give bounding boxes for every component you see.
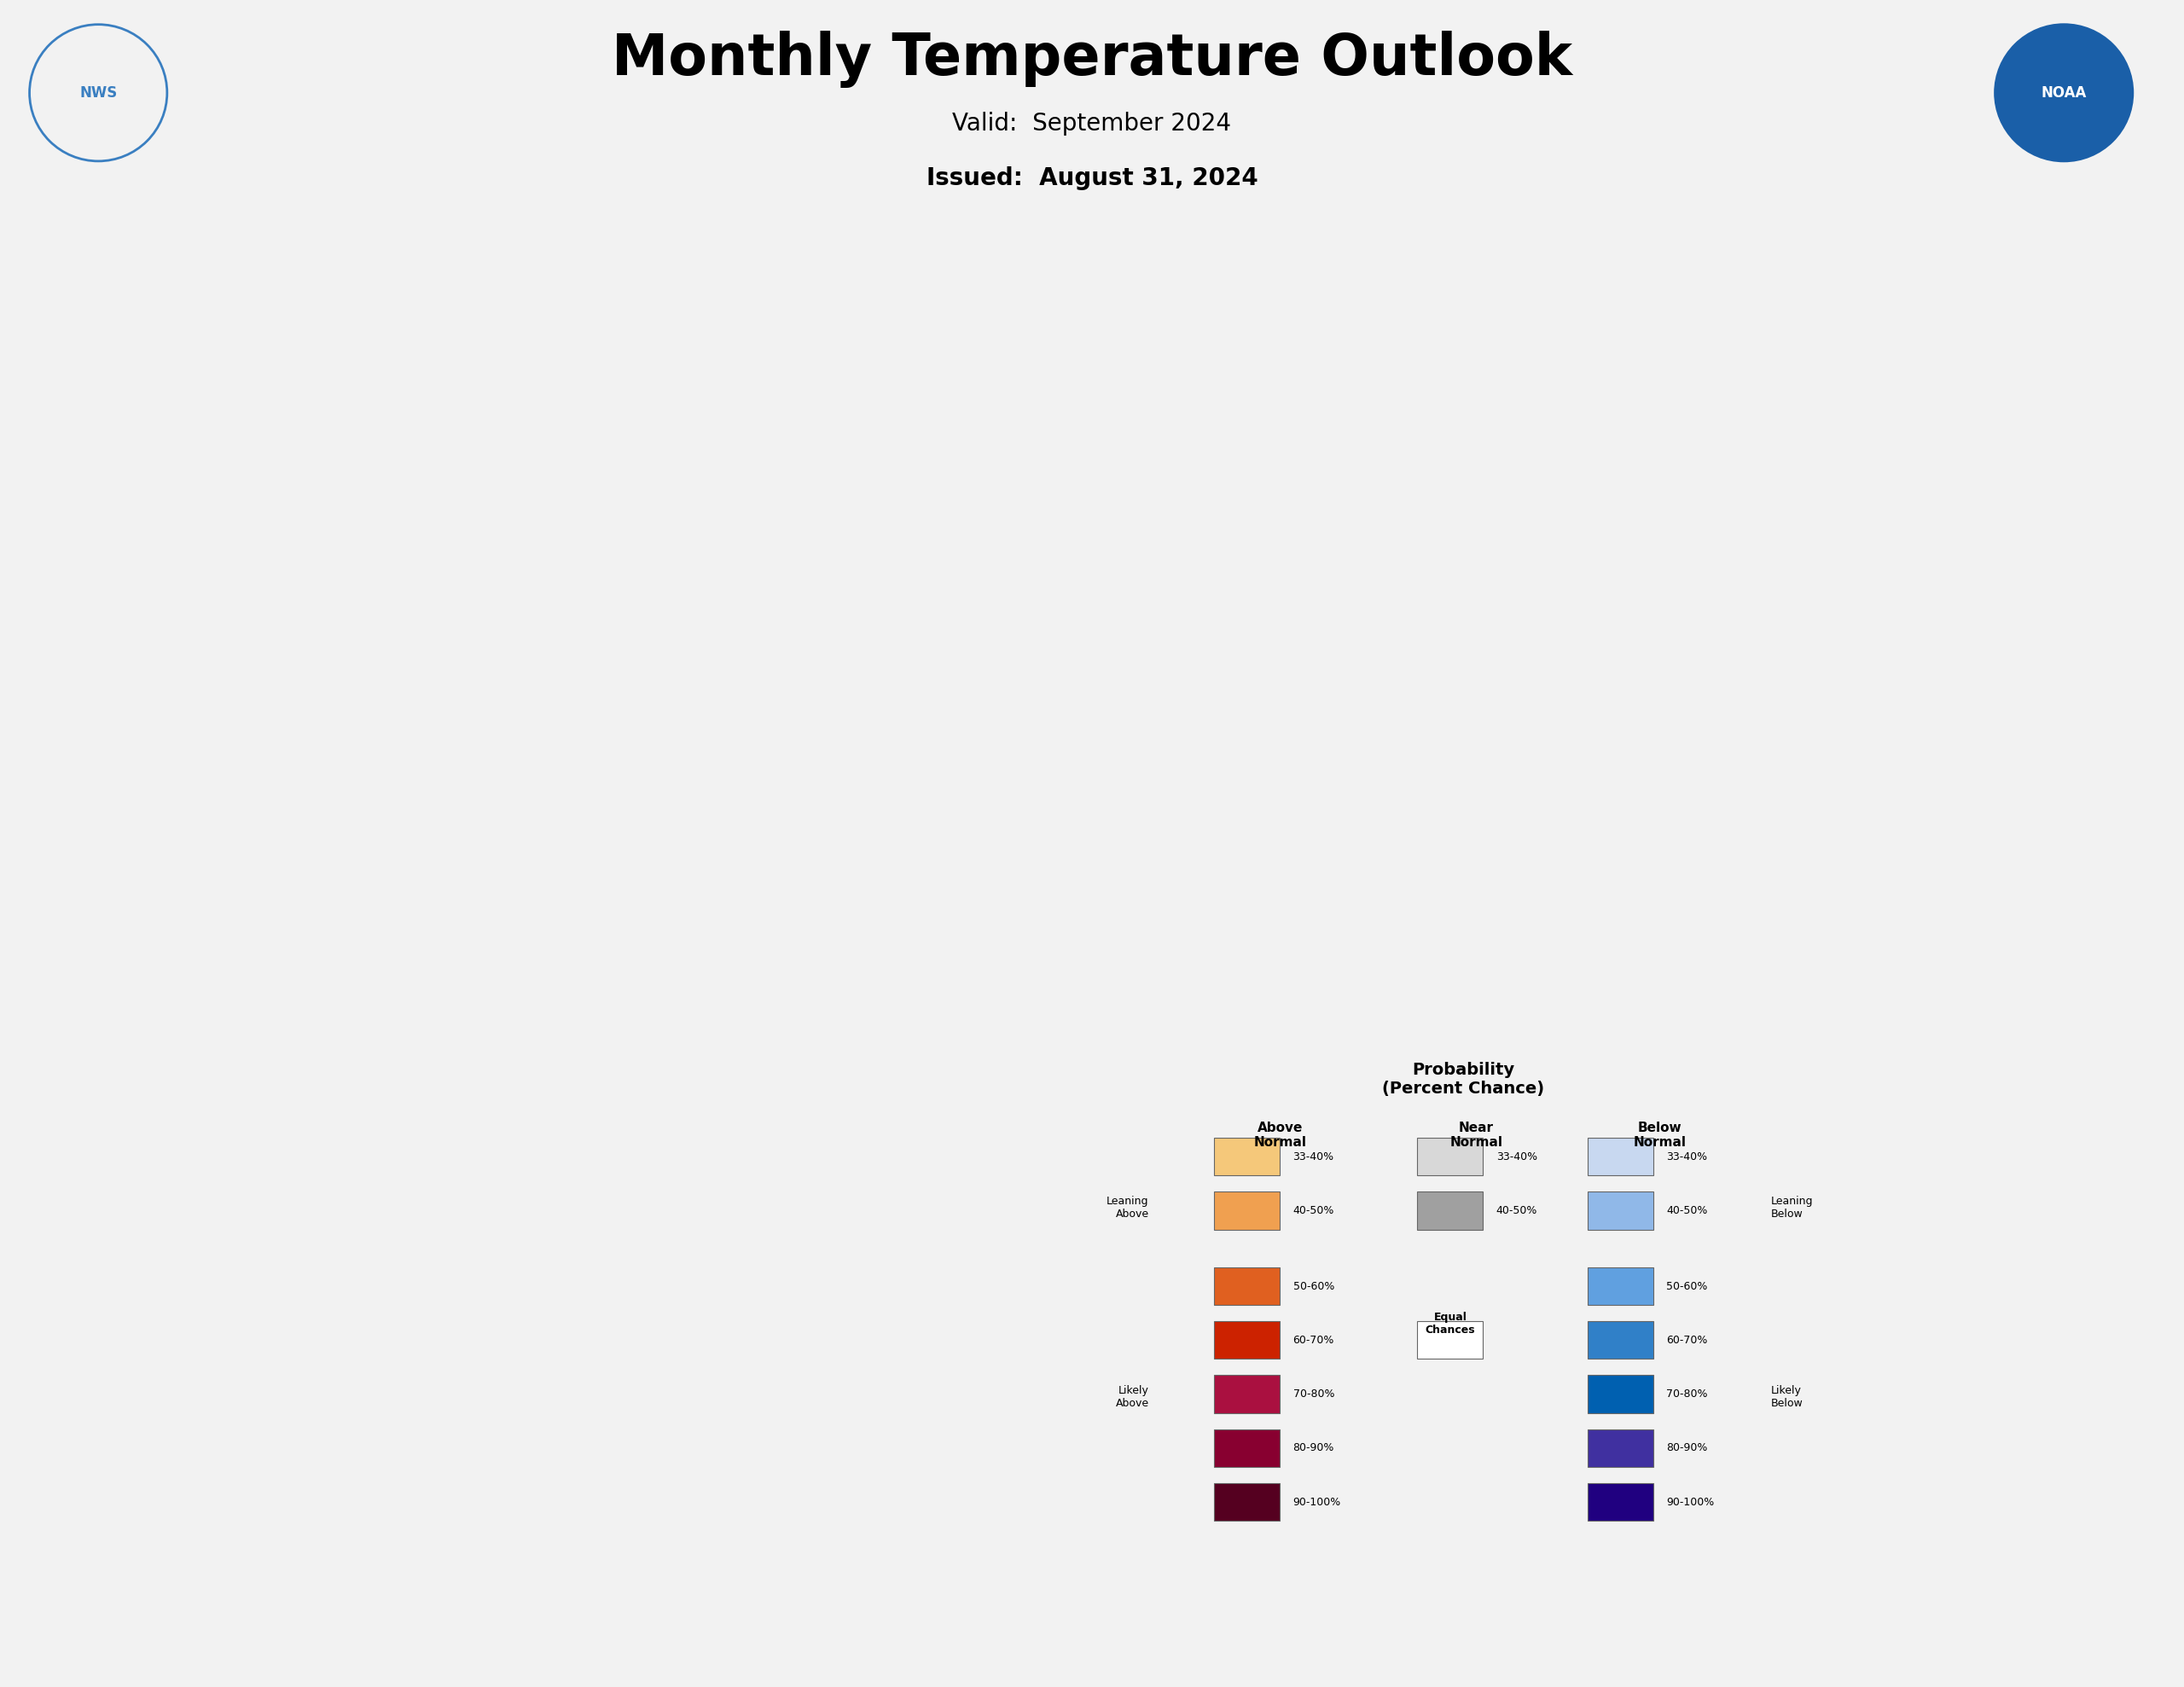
FancyBboxPatch shape (1588, 1191, 1653, 1230)
Text: 40-50%: 40-50% (1666, 1205, 1708, 1216)
FancyBboxPatch shape (1214, 1191, 1280, 1230)
Text: 33-40%: 33-40% (1293, 1151, 1334, 1162)
Text: 50-60%: 50-60% (1293, 1280, 1334, 1292)
Text: Leaning
Below: Leaning Below (1771, 1196, 1813, 1220)
Text: Near
Normal: Near Normal (1450, 1122, 1503, 1149)
Text: Likely
Below: Likely Below (1771, 1385, 1804, 1409)
Text: 60-70%: 60-70% (1666, 1334, 1708, 1346)
Text: 80-90%: 80-90% (1293, 1442, 1334, 1454)
Text: 40-50%: 40-50% (1293, 1205, 1334, 1216)
Text: NOAA: NOAA (2042, 84, 2086, 101)
FancyBboxPatch shape (1588, 1267, 1653, 1306)
FancyBboxPatch shape (1417, 1137, 1483, 1176)
Text: 60-70%: 60-70% (1293, 1334, 1334, 1346)
Text: Probability
(Percent Chance): Probability (Percent Chance) (1382, 1063, 1544, 1097)
Text: NWS: NWS (79, 84, 118, 101)
FancyBboxPatch shape (1214, 1429, 1280, 1468)
FancyBboxPatch shape (1588, 1321, 1653, 1360)
Text: Likely
Above: Likely Above (1116, 1385, 1149, 1409)
Text: 70-80%: 70-80% (1293, 1388, 1334, 1400)
Text: Issued:  August 31, 2024: Issued: August 31, 2024 (926, 165, 1258, 191)
FancyBboxPatch shape (1588, 1137, 1653, 1176)
Text: 33-40%: 33-40% (1666, 1151, 1708, 1162)
Text: Valid:  September 2024: Valid: September 2024 (952, 111, 1232, 135)
FancyBboxPatch shape (1588, 1429, 1653, 1468)
Text: 50-60%: 50-60% (1666, 1280, 1708, 1292)
FancyBboxPatch shape (1214, 1267, 1280, 1306)
Text: Equal
Chances: Equal Chances (1426, 1312, 1474, 1336)
FancyBboxPatch shape (1417, 1191, 1483, 1230)
FancyBboxPatch shape (1588, 1375, 1653, 1414)
Text: 90-100%: 90-100% (1666, 1496, 1714, 1508)
Text: Above
Normal: Above Normal (1254, 1122, 1306, 1149)
Text: Below
Normal: Below Normal (1634, 1122, 1686, 1149)
Text: Leaning
Above: Leaning Above (1107, 1196, 1149, 1220)
FancyBboxPatch shape (1214, 1483, 1280, 1522)
Text: 90-100%: 90-100% (1293, 1496, 1341, 1508)
Text: 33-40%: 33-40% (1496, 1151, 1538, 1162)
Text: 80-90%: 80-90% (1666, 1442, 1708, 1454)
Circle shape (1994, 24, 2134, 160)
Text: Monthly Temperature Outlook: Monthly Temperature Outlook (612, 30, 1572, 88)
FancyBboxPatch shape (1588, 1483, 1653, 1522)
FancyBboxPatch shape (1214, 1321, 1280, 1360)
Text: 40-50%: 40-50% (1496, 1205, 1538, 1216)
FancyBboxPatch shape (1214, 1137, 1280, 1176)
Text: 70-80%: 70-80% (1666, 1388, 1708, 1400)
FancyBboxPatch shape (1417, 1321, 1483, 1360)
FancyBboxPatch shape (1214, 1375, 1280, 1414)
